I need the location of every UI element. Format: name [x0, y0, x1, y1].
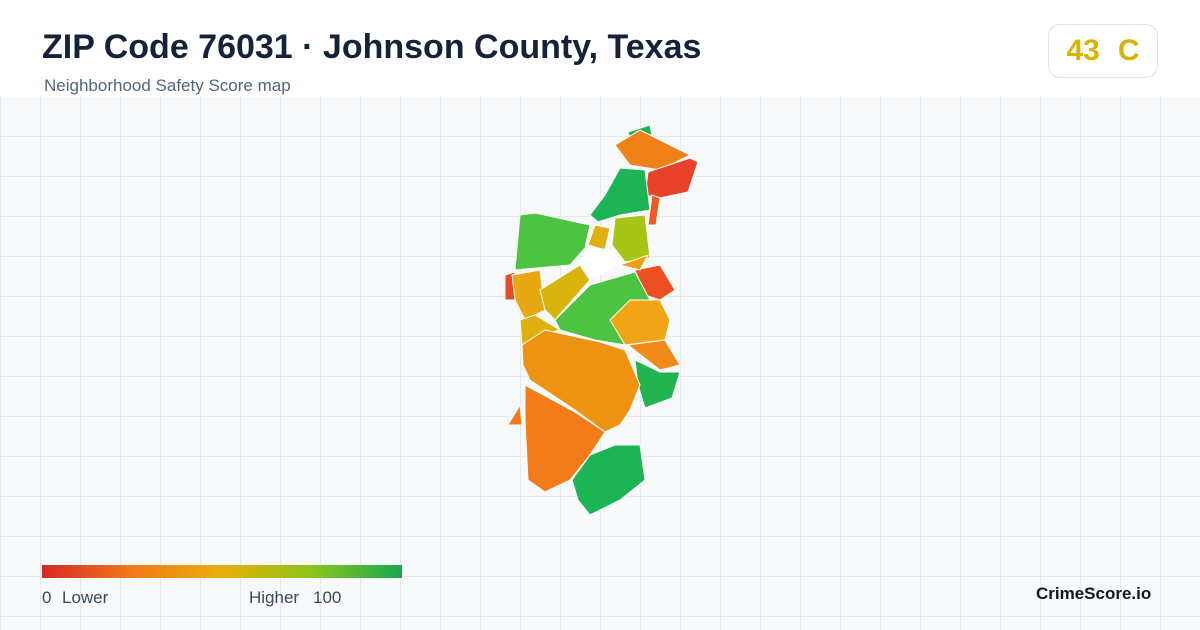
area [647, 194, 661, 226]
area [618, 254, 650, 271]
area [571, 444, 646, 516]
area [539, 264, 591, 321]
area [609, 299, 671, 346]
area [507, 403, 523, 426]
area [511, 269, 546, 321]
score-badge: 43 C [1048, 24, 1158, 78]
legend-min-label: Lower [62, 588, 109, 607]
grade: C [1117, 34, 1140, 67]
legend-min: 0 [42, 588, 52, 607]
hole [577, 247, 623, 281]
area [589, 167, 651, 223]
area [514, 212, 591, 271]
legend-max: 100 [313, 588, 342, 607]
header: ZIP Code 76031 · Johnson County, Texas N… [0, 0, 1200, 97]
title: ZIP Code 76031 · Johnson County, Texas [42, 28, 702, 66]
brand: CrimeScore.io [1036, 584, 1152, 603]
score: 43 [1066, 34, 1100, 67]
area [524, 384, 606, 493]
area [626, 339, 681, 371]
subtitle: Neighborhood Safety Score map [44, 76, 291, 95]
area [611, 214, 651, 263]
area [521, 329, 641, 433]
legend-gradient [42, 565, 402, 578]
legend-max-label: Higher [249, 588, 300, 607]
area [587, 224, 611, 251]
